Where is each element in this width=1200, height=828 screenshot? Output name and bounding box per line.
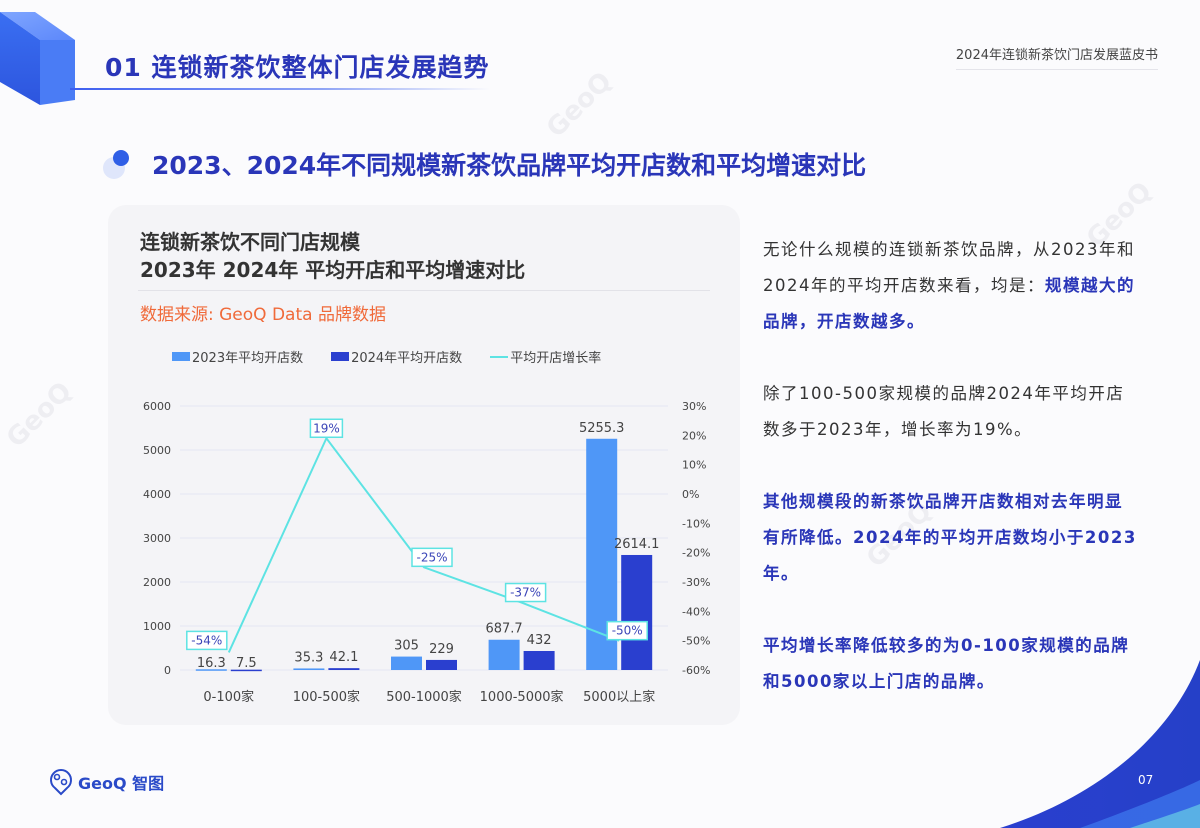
sub-heading: 2023、2024年不同规模新茶饮品牌平均开店数和平均增速对比: [152, 151, 867, 180]
right-axis-tick: -30%: [682, 576, 710, 589]
insight-paragraph-4: 平均增长率降低较多的为0-100家规模的品牌和5000家以上门店的品牌。: [763, 636, 1130, 691]
left-axis-tick: 4000: [143, 488, 171, 501]
bar-2024[interactable]: [621, 554, 653, 670]
bar-2024[interactable]: [328, 668, 360, 670]
legend-label-growth: 平均开店增长率: [510, 351, 602, 366]
bar-label-2024: 229: [429, 642, 454, 657]
chart-title-line-1: 连锁新茶饮不同门店规模: [140, 230, 360, 254]
category-label: 100-500家: [293, 689, 360, 705]
bar-label-2023: 305: [394, 639, 419, 654]
left-axis-tick: 3000: [143, 532, 171, 545]
bar-label-2024: 7.5: [236, 656, 257, 671]
legend-item-2024[interactable]: 2024年平均开店数: [331, 347, 462, 366]
bar-label-2024: 42.1: [329, 650, 358, 665]
bar-2023[interactable]: [391, 656, 422, 670]
legend-swatch-2023: [172, 352, 190, 361]
growth-label-box: [411, 547, 453, 568]
growth-rate-line: [227, 436, 620, 653]
bar-2023[interactable]: [195, 669, 227, 671]
bullet-circle-icon: [103, 150, 129, 179]
legend-item-2023[interactable]: 2023年平均开店数: [172, 347, 303, 366]
growth-label: -50%: [612, 624, 643, 638]
bar-label-2023: 16.3: [197, 656, 226, 671]
growth-label: -54%: [191, 633, 222, 647]
bar-label-2023: 5255.3: [579, 421, 625, 436]
legend-item-growth[interactable]: 平均开店增长率: [490, 347, 601, 366]
growth-label: -37%: [510, 586, 541, 600]
chart-title: 连锁新茶饮不同门店规模 2023年 2024年 平均开店和平均增速对比: [140, 228, 525, 284]
left-axis-tick: 2000: [143, 576, 171, 589]
page-number: 07: [1138, 773, 1154, 787]
right-axis-tick: -20%: [682, 547, 710, 560]
card-divider: [138, 290, 710, 291]
bar-2024[interactable]: [523, 650, 555, 670]
right-axis-tick: 30%: [682, 400, 706, 413]
chart-title-line-2: 2023年 2024年 平均开店和平均增速对比: [140, 258, 526, 282]
footer-logo: GeoQ 智图: [48, 768, 164, 796]
legend-swatch-2024: [331, 352, 350, 361]
right-axis-tick: -60%: [682, 664, 710, 677]
growth-label-box: [606, 620, 648, 641]
legend-label-2023: 2023年平均开店数: [192, 351, 304, 366]
bar-label-2023: 687.7: [485, 622, 522, 637]
category-label: 1000-5000家: [480, 689, 564, 705]
growth-label: -25%: [416, 550, 447, 564]
category-label: 0-100家: [203, 689, 254, 705]
bar-label-2023: 35.3: [294, 650, 323, 665]
document-title: 2024年连锁新茶饮门店发展蓝皮书: [955, 44, 1158, 70]
section-title: 01 连锁新茶饮整体门店发展趋势: [105, 53, 490, 82]
insight-1-highlight: 规模越大的品牌，开店数越多。: [763, 276, 1135, 331]
bar-2023[interactable]: [293, 668, 325, 670]
legend-label-2024: 2024年平均开店数: [351, 351, 463, 366]
category-label: 500-1000家: [386, 689, 462, 705]
left-axis-tick: 6000: [143, 400, 171, 413]
insight-paragraph-1: 无论什么规模的连锁新茶饮品牌，从2023年和2024年的平均开店数来看，均是：规…: [763, 232, 1138, 340]
right-axis-tick: -50%: [682, 635, 710, 648]
chart-legend: 2023年平均开店数 2024年平均开店数 平均开店增长率: [172, 347, 601, 366]
growth-label: 19%: [313, 421, 340, 435]
right-axis-tick: 0%: [682, 488, 699, 501]
geoq-logo-icon: [50, 769, 72, 796]
left-axis-tick: 1000: [143, 620, 171, 633]
bar-2023[interactable]: [488, 639, 520, 670]
growth-label-box: [186, 630, 228, 651]
category-label: 5000以上家: [583, 689, 655, 705]
left-axis-tick: 0: [164, 664, 171, 677]
insight-1-text: 无论什么规模的连锁新茶饮品牌，从2023年和2024年的平均开店数来看，均是：: [763, 240, 1135, 295]
logo-text: GeoQ 智图: [78, 774, 165, 793]
insight-paragraph-3: 其他规模段的新茶饮品牌开店数相对去年明显有所降低。2024年的平均开店数均小于2…: [763, 492, 1137, 583]
growth-label-box: [504, 582, 547, 603]
insight-paragraph-2: 除了100-500家规模的品牌2024年平均开店数多于2023年，增长率为19%…: [763, 384, 1125, 439]
right-axis-tick: 20%: [682, 429, 706, 442]
right-axis-tick: 10%: [682, 459, 706, 472]
right-axis-tick: -40%: [682, 605, 710, 618]
data-source: 数据来源: GeoQ Data 品牌数据: [140, 305, 386, 325]
left-axis-tick: 5000: [143, 444, 171, 457]
bar-2024[interactable]: [230, 669, 262, 672]
bar-2024[interactable]: [426, 659, 457, 670]
bar-label-2024: 432: [527, 633, 552, 648]
legend-swatch-growth: [490, 355, 509, 358]
decorative-cube-icon: [0, 12, 75, 105]
bar-label-2024: 2614.1: [614, 537, 660, 552]
section-underline: [70, 88, 490, 90]
growth-label-box: [309, 418, 344, 439]
right-axis-tick: -10%: [682, 517, 710, 530]
